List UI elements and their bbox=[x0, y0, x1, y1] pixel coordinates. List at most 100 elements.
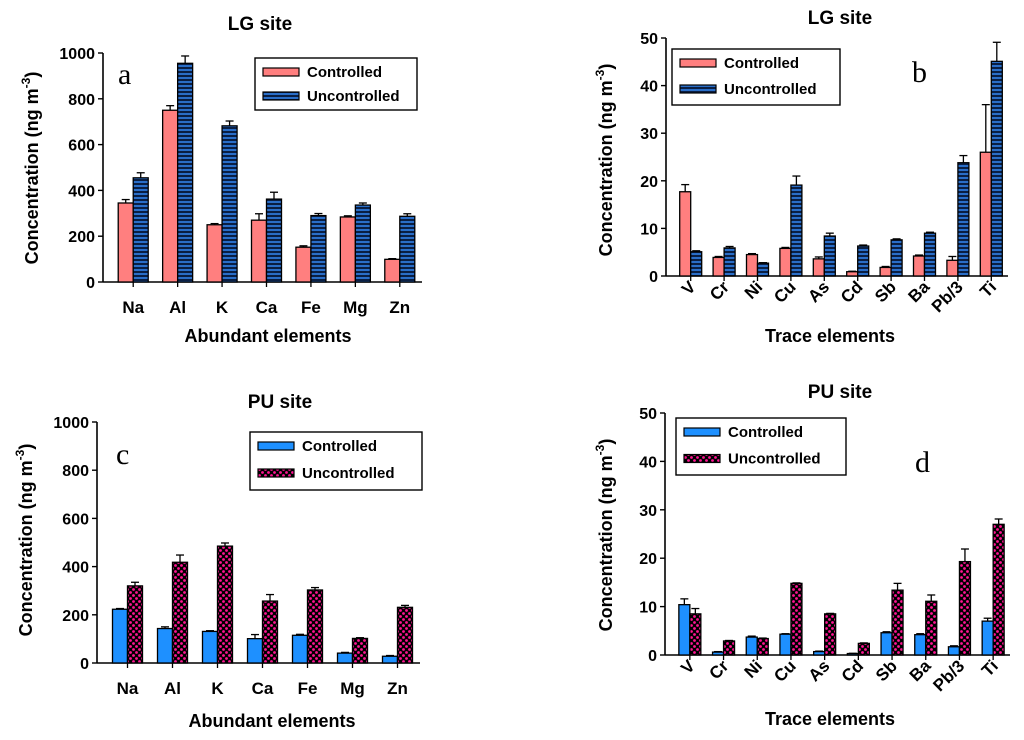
x-tick-label: As bbox=[805, 656, 834, 685]
bar-controlled-sb bbox=[879, 266, 892, 277]
x-tick-label: V bbox=[678, 277, 700, 299]
bar-controlled-ba bbox=[914, 634, 927, 656]
legend-swatch-uncontrolled bbox=[257, 468, 295, 478]
legend-box bbox=[671, 48, 841, 106]
bar-uncontrolled-mg bbox=[351, 637, 369, 664]
y-tick-label: 200 bbox=[68, 229, 95, 246]
x-tick-label: Zn bbox=[389, 298, 410, 317]
x-tick-label: Fe bbox=[298, 679, 318, 698]
x-tick-label: Cd bbox=[837, 277, 866, 306]
panel-letter: a bbox=[118, 58, 131, 91]
bar-controlled-na bbox=[111, 608, 129, 664]
x-tick-label: Cu bbox=[770, 277, 799, 306]
y-axis-label: Concentration (ng m-3) bbox=[593, 439, 616, 632]
bar-uncontrolled-zn bbox=[396, 606, 414, 664]
x-tick-label: Ni bbox=[741, 277, 766, 302]
panel-b-lg-trace: LG site b Concentration (ng m-3) Trace e… bbox=[593, 8, 1008, 346]
legend-label-controlled: Controlled bbox=[302, 438, 377, 455]
bar-controlled-k bbox=[201, 630, 219, 664]
y-tick-label: 0 bbox=[649, 269, 658, 286]
bar-uncontrolled-k bbox=[221, 125, 238, 283]
y-tick-label: 400 bbox=[68, 183, 95, 200]
x-tick-label: V bbox=[677, 656, 699, 678]
x-tick-label: Pb/3 bbox=[928, 277, 967, 316]
bar-controlled-cd bbox=[846, 652, 859, 656]
bar-uncontrolled-ti bbox=[992, 523, 1005, 656]
y-axis-label: Concentration (ng m-3) bbox=[593, 64, 616, 257]
bar-controlled-cd bbox=[846, 271, 859, 277]
bar-controlled-ti bbox=[981, 620, 994, 656]
bar-controlled-k bbox=[206, 224, 223, 283]
bar-controlled-ni bbox=[745, 253, 759, 277]
x-tick-label: Sb bbox=[871, 277, 900, 306]
bar-controlled-cu bbox=[779, 247, 792, 277]
bar-controlled-al bbox=[156, 627, 174, 664]
x-tick-label: Ca bbox=[256, 298, 278, 317]
bar-uncontrolled-na bbox=[126, 585, 144, 664]
bar-uncontrolled-ba bbox=[923, 232, 937, 277]
bar-uncontrolled-cd bbox=[857, 245, 870, 277]
bar-uncontrolled-cd bbox=[857, 642, 870, 656]
x-tick-label: Al bbox=[164, 679, 181, 698]
bar-controlled-cr bbox=[711, 651, 725, 656]
x-tick-label: Zn bbox=[387, 679, 408, 698]
panel-d-pu-trace: PU site d Concentration (ng m-3) Trace e… bbox=[593, 382, 1010, 729]
x-tick-label: K bbox=[216, 298, 229, 317]
bar-controlled-ca bbox=[250, 219, 268, 283]
x-tick-label: K bbox=[211, 679, 224, 698]
plot-area: 0 200 400 600 800 1000 Na Al K Ca Fe Mg Zn bbox=[53, 415, 420, 698]
bar-controlled-pb-3 bbox=[946, 259, 959, 277]
bar-uncontrolled-zn bbox=[399, 215, 416, 283]
y-tick-label: 40 bbox=[639, 454, 657, 471]
x-tick-label: Cd bbox=[838, 656, 867, 685]
y-axis-label: Concentration (ng m-3) bbox=[19, 72, 42, 265]
bar-controlled-mg bbox=[336, 652, 354, 664]
bar-uncontrolled-al bbox=[171, 561, 189, 664]
bar-uncontrolled-fe bbox=[310, 214, 327, 283]
bar-uncontrolled-al bbox=[176, 62, 194, 283]
x-tick-label: Mg bbox=[343, 298, 368, 317]
x-tick-label: Ni bbox=[741, 656, 766, 681]
y-tick-label: 800 bbox=[68, 92, 95, 109]
legend-label-uncontrolled: Uncontrolled bbox=[302, 465, 395, 482]
y-tick-label: 600 bbox=[62, 511, 89, 528]
bar-uncontrolled-pb-3 bbox=[958, 560, 972, 656]
bar-uncontrolled-cu bbox=[790, 582, 803, 656]
legend-box bbox=[675, 417, 847, 476]
svg-text:Concentration (ng m-3): Concentration (ng m-3) bbox=[13, 444, 36, 637]
bar-uncontrolled-sb bbox=[890, 239, 903, 277]
bar-controlled-cr bbox=[712, 256, 725, 277]
panel-letter: d bbox=[915, 446, 930, 479]
y-tick-label: 50 bbox=[639, 406, 657, 423]
bar-uncontrolled-v bbox=[689, 613, 702, 656]
chart-title: PU site bbox=[248, 392, 312, 413]
y-tick-label: 30 bbox=[639, 503, 657, 520]
chart-title: PU site bbox=[808, 382, 872, 403]
legend-swatch-controlled bbox=[683, 427, 721, 437]
legend-swatch-uncontrolled bbox=[262, 91, 300, 101]
svg-text:Concentration (ng m-3): Concentration (ng m-3) bbox=[593, 439, 616, 632]
x-tick-label: Cr bbox=[706, 656, 733, 683]
legend-label-uncontrolled: Uncontrolled bbox=[728, 451, 821, 468]
bar-controlled-zn bbox=[381, 655, 399, 664]
chart-title: LG site bbox=[228, 14, 292, 35]
bar-uncontrolled-mg bbox=[354, 204, 372, 283]
y-tick-label: 40 bbox=[640, 79, 658, 96]
bar-uncontrolled-v bbox=[690, 251, 703, 277]
bar-controlled-na bbox=[117, 202, 134, 283]
x-tick-label: Na bbox=[117, 679, 139, 698]
legend-swatch-uncontrolled bbox=[679, 84, 717, 94]
bar-controlled-ti bbox=[979, 151, 992, 277]
bar-uncontrolled-ni bbox=[756, 637, 769, 656]
y-axis-label: Concentration (ng m-3) bbox=[13, 444, 36, 637]
svg-text:Concentration (ng m-3): Concentration (ng m-3) bbox=[19, 72, 42, 265]
bar-controlled-fe bbox=[291, 634, 309, 664]
bar-uncontrolled-k bbox=[216, 545, 234, 664]
legend-label-uncontrolled: Uncontrolled bbox=[724, 81, 817, 98]
bar-uncontrolled-na bbox=[132, 177, 149, 283]
y-tick-label: 0 bbox=[648, 648, 657, 665]
x-tick-label: Mg bbox=[340, 679, 365, 698]
y-tick-label: 20 bbox=[639, 551, 657, 568]
x-tick-label: Na bbox=[122, 298, 144, 317]
y-tick-label: 20 bbox=[640, 174, 658, 191]
